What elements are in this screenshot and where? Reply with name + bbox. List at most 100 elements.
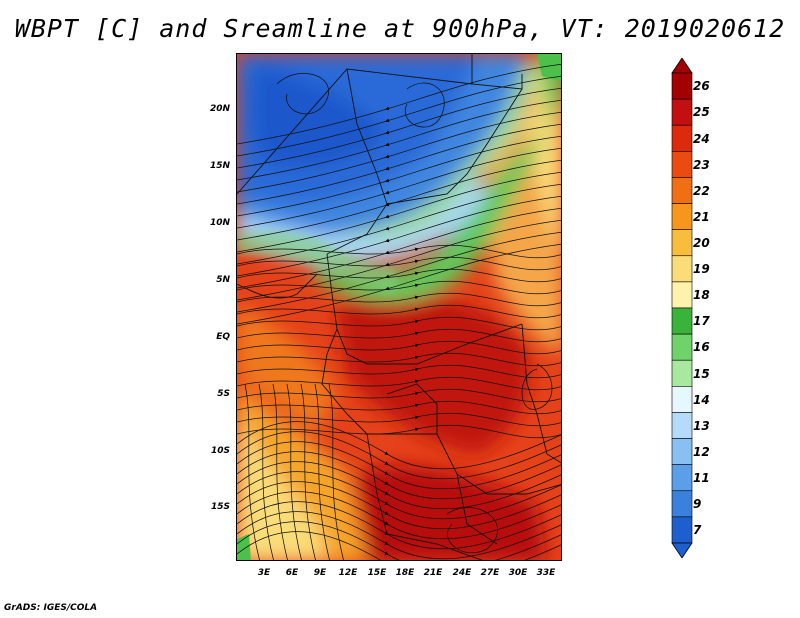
- colorbar-swatch: [671, 98, 693, 126]
- lon-tick-label: 21E: [423, 568, 443, 578]
- colorbar-label: 7: [693, 523, 702, 538]
- streamline: [237, 521, 561, 560]
- lon-tick-label: 27E: [480, 568, 500, 578]
- colorbar-bottom-arrow: [671, 542, 693, 558]
- streamline: [237, 99, 561, 181]
- colorbar-label: 18: [693, 288, 710, 303]
- colorbar-label: 13: [693, 418, 710, 433]
- streamline: [237, 87, 561, 169]
- streamline: [237, 183, 561, 265]
- colorbar-swatch: [671, 124, 693, 152]
- lat-tick-label: 10N: [209, 218, 230, 228]
- colorbar-label: 21: [693, 209, 710, 224]
- grads-credit: GrADS: IGES/COLA: [4, 603, 98, 613]
- streamline: [286, 383, 302, 560]
- streamline: [237, 147, 561, 229]
- streamline: [237, 123, 561, 205]
- lon-tick-label: 24E: [452, 568, 472, 578]
- streamline: [237, 256, 561, 271]
- streamline: [276, 73, 329, 115]
- streamline: [237, 207, 561, 289]
- colorbar-swatch: [671, 203, 693, 230]
- streamline: [237, 159, 561, 241]
- colorbar-swatch: [671, 359, 693, 387]
- streamline: [237, 431, 561, 480]
- streamline: [237, 292, 561, 307]
- map-title: WBPT [C] and Sreamline at 900hPa, VT: 20…: [14, 14, 786, 43]
- colorbar-label: 17: [693, 314, 710, 329]
- lon-tick-label: 30E: [508, 568, 528, 578]
- streamline: [237, 244, 561, 259]
- streamlines: [237, 63, 561, 560]
- streamline: [237, 364, 561, 379]
- colorbar-swatch: [671, 333, 693, 361]
- colorbar-swatch: [671, 255, 693, 283]
- wbpt-shading: [237, 54, 561, 560]
- wbpt-field-map: [237, 54, 561, 560]
- colorbar-swatch: [671, 72, 693, 100]
- streamline: [237, 340, 561, 355]
- streamline: [237, 304, 561, 319]
- streamline: [237, 243, 561, 325]
- lon-tick-label: 18E: [395, 568, 415, 578]
- colorbar-label: 24: [693, 131, 710, 146]
- colorbar-label: 25: [693, 105, 710, 120]
- colorbar-swatch: [671, 229, 693, 257]
- colorbar-label: 19: [693, 262, 710, 277]
- streamline: [237, 471, 561, 520]
- streamline: [237, 219, 561, 301]
- streamline: [237, 328, 561, 343]
- colorbar-swatch: [671, 464, 693, 492]
- colorbar-label: 9: [693, 497, 702, 512]
- lat-tick-label: EQ: [216, 332, 230, 342]
- lat-tick-label: 15N: [209, 161, 230, 171]
- colorbar-label: 16: [693, 340, 710, 355]
- streamline: [237, 461, 561, 510]
- streamline: [314, 383, 330, 560]
- map-plot-area: [236, 53, 562, 561]
- lat-tick-label: 20N: [209, 104, 230, 114]
- streamline: [237, 421, 561, 470]
- streamline: [237, 511, 561, 560]
- streamline: [237, 111, 561, 193]
- streamline: [300, 383, 316, 560]
- streamline: [237, 501, 561, 550]
- colorbar-label: 20: [693, 236, 710, 251]
- streamline: [258, 383, 274, 560]
- colorbar-label: 12: [693, 444, 710, 459]
- colorbar-swatch: [671, 307, 693, 335]
- streamline: [237, 531, 561, 560]
- colorbar-swatch: [671, 412, 693, 439]
- colorbar-swatch: [671, 386, 693, 413]
- colorbar-label: 22: [693, 183, 710, 198]
- country-borders: [237, 54, 561, 560]
- streamline: [244, 383, 260, 560]
- lon-tick-label: 15E: [367, 568, 387, 578]
- lon-tick-label: 3E: [257, 568, 271, 578]
- green-fringe-ne: [537, 54, 561, 82]
- colorbar-label: 11: [693, 471, 710, 486]
- lat-tick-label: 5N: [216, 275, 230, 285]
- colorbar: [671, 58, 693, 558]
- streamline: [237, 352, 561, 367]
- streamline: [237, 451, 561, 500]
- colorbar-swatch: [671, 177, 693, 204]
- streamline: [237, 280, 561, 295]
- streamline: [237, 63, 561, 145]
- lon-tick-label: 33E: [536, 568, 556, 578]
- colorbar-label: 14: [693, 392, 710, 407]
- streamline: [237, 491, 561, 540]
- lat-tick-label: 15S: [210, 502, 230, 512]
- colorbar-label: 23: [693, 157, 710, 172]
- streamline: [328, 383, 344, 560]
- streamline: [237, 195, 561, 277]
- streamline: [521, 363, 553, 410]
- streamline: [446, 507, 498, 554]
- streamline: [237, 171, 561, 253]
- green-fringe-sw: [237, 534, 251, 560]
- streamline: [237, 400, 561, 415]
- streamline: [237, 135, 561, 217]
- colorbar-swatch: [671, 490, 693, 518]
- colorbar-swatch: [671, 281, 693, 309]
- streamline: [237, 481, 561, 530]
